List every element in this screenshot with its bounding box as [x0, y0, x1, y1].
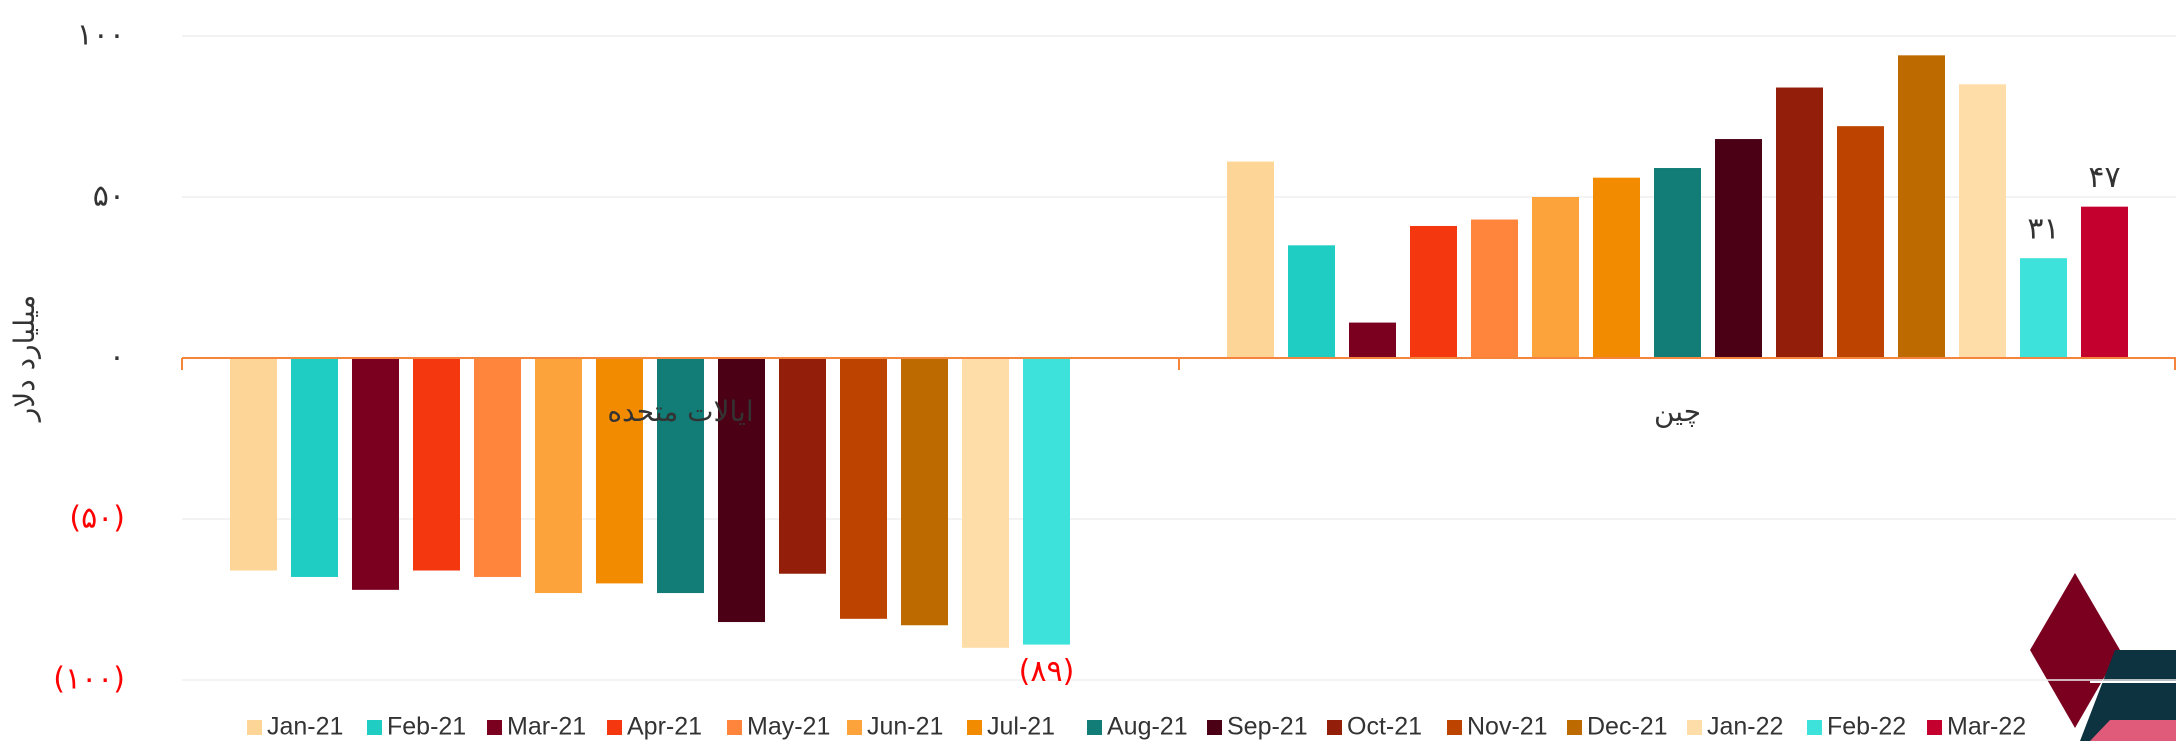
- bar: [535, 358, 582, 593]
- bar: [1023, 358, 1070, 645]
- bar: [291, 358, 338, 577]
- legend-label: Jan-22: [1707, 713, 1783, 741]
- data-label: ۴۷: [2088, 160, 2120, 195]
- decoration: [2030, 573, 2176, 741]
- legend-swatch: [1447, 720, 1462, 735]
- bar: [1349, 323, 1396, 358]
- legend-label: Aug-21: [1107, 713, 1188, 741]
- bar: [901, 358, 948, 625]
- legend-label: Mar-22: [1947, 713, 2026, 741]
- bar: [413, 358, 460, 571]
- y-tick-label: (۱۰۰): [53, 662, 125, 697]
- legend-swatch: [727, 720, 742, 735]
- bar: [1654, 168, 1701, 358]
- bar: [1593, 178, 1640, 358]
- bar: [779, 358, 826, 574]
- bar: [352, 358, 399, 590]
- x-tick-label: چین: [1654, 395, 1701, 428]
- y-tick-label: ۵۰: [93, 179, 125, 214]
- bar: [840, 358, 887, 619]
- legend-label: Dec-21: [1587, 713, 1668, 741]
- bar: [1776, 88, 1823, 358]
- bar: [1227, 162, 1274, 358]
- bar: [1410, 226, 1457, 358]
- chart: میلیارد دلار ۱۰۰ ۵۰ ۰ (۵۰) (۱۰۰) (۸۹) ایالات م…: [0, 0, 2176, 741]
- y-tick-label: (۵۰): [69, 501, 125, 536]
- y-axis-title: میلیارد دلار: [8, 295, 41, 424]
- bar: [962, 358, 1009, 648]
- data-label: (۸۹): [1019, 654, 1075, 689]
- legend-label: Jul-21: [987, 713, 1055, 741]
- y-tick-label: ۰: [109, 340, 125, 375]
- legend-swatch: [1327, 720, 1342, 735]
- legend-label: Jan-21: [267, 713, 343, 741]
- bar: [230, 358, 277, 571]
- legend-swatch: [367, 720, 382, 735]
- legend-swatch: [967, 720, 982, 735]
- bar: [1288, 245, 1335, 358]
- bar: [2020, 258, 2067, 358]
- legend-swatch: [607, 720, 622, 735]
- legend-swatch: [1207, 720, 1222, 735]
- legend-swatch: [487, 720, 502, 735]
- legend-label: Apr-21: [627, 713, 702, 741]
- legend-swatch: [1087, 720, 1102, 735]
- legend-swatch: [247, 720, 262, 735]
- page: {"chart_data": {"type": "bar", "y_label"…: [0, 0, 2176, 741]
- x-tick-label: ایالات متحده: [607, 395, 753, 428]
- legend-label: Mar-21: [507, 713, 586, 741]
- legend-swatch: [1807, 720, 1822, 735]
- legend-swatch: [1927, 720, 1942, 735]
- legend-label: Feb-21: [387, 713, 466, 741]
- bar: [1898, 55, 1945, 358]
- data-label: ۳۱: [2027, 212, 2059, 247]
- y-tick-label: ۱۰۰: [77, 18, 125, 53]
- bar: [1837, 126, 1884, 358]
- legend-label: Feb-22: [1827, 713, 1906, 741]
- bar: [1532, 197, 1579, 358]
- legend-label: May-21: [747, 713, 830, 741]
- legend-swatch: [1687, 720, 1702, 735]
- bar: [1471, 220, 1518, 358]
- bar: [1715, 139, 1762, 358]
- legend-label: Jun-21: [867, 713, 943, 741]
- bar: [596, 358, 643, 583]
- legend-swatch: [847, 720, 862, 735]
- bar: [474, 358, 521, 577]
- bar: [1959, 84, 2006, 358]
- bar: [2081, 207, 2128, 358]
- legend-label: Oct-21: [1347, 713, 1422, 741]
- legend-label: Nov-21: [1467, 713, 1548, 741]
- bar: [657, 358, 704, 593]
- legend-label: Sep-21: [1227, 713, 1308, 741]
- legend-swatch: [1567, 720, 1582, 735]
